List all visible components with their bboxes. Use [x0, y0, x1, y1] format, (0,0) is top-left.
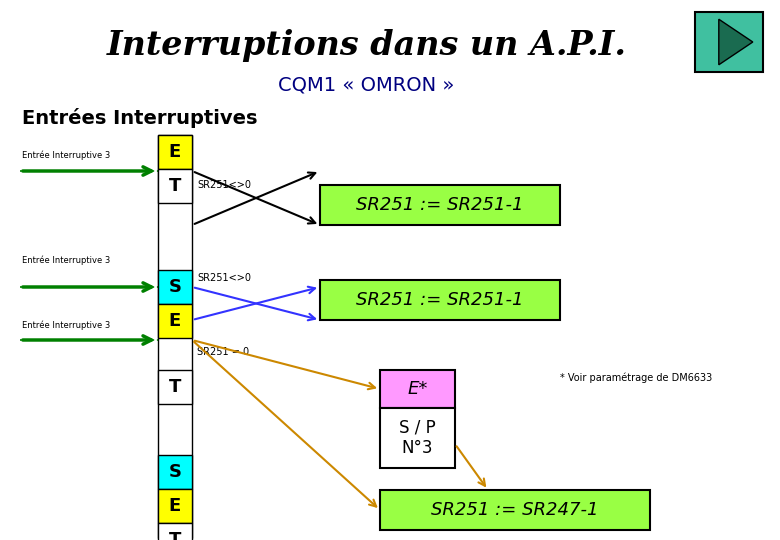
- Text: Entrée Interruptive 3: Entrée Interruptive 3: [22, 255, 110, 265]
- Text: S / P
N°3: S / P N°3: [399, 418, 436, 457]
- Bar: [158, 370, 192, 404]
- Bar: [158, 169, 192, 203]
- Text: CQM1 « OMRON »: CQM1 « OMRON »: [278, 76, 455, 94]
- Text: SR251 := SR251-1: SR251 := SR251-1: [356, 291, 523, 309]
- Text: SR251 = 0: SR251 = 0: [197, 347, 249, 357]
- Bar: [158, 270, 192, 304]
- Text: SR251<>0: SR251<>0: [197, 273, 251, 283]
- Text: T: T: [168, 531, 181, 540]
- Bar: [158, 304, 192, 338]
- Text: Entrée Interruptive 3: Entrée Interruptive 3: [22, 150, 110, 160]
- Bar: [158, 455, 192, 489]
- Bar: [158, 135, 192, 169]
- Text: T: T: [168, 177, 181, 195]
- Text: T: T: [168, 378, 181, 396]
- Text: E: E: [169, 143, 181, 161]
- Text: SR251 := SR251-1: SR251 := SR251-1: [356, 196, 523, 214]
- Text: E: E: [169, 497, 181, 515]
- Text: E: E: [169, 312, 181, 330]
- Text: E*: E*: [407, 380, 427, 398]
- Text: Entrée Interruptive 3: Entrée Interruptive 3: [22, 320, 110, 330]
- Bar: [158, 523, 192, 540]
- Polygon shape: [719, 19, 753, 65]
- Text: SR251<>0: SR251<>0: [197, 180, 251, 190]
- Bar: [158, 135, 192, 538]
- Text: Interruptions dans un A.P.I.: Interruptions dans un A.P.I.: [107, 29, 626, 62]
- Bar: [380, 490, 650, 530]
- FancyBboxPatch shape: [695, 12, 763, 72]
- Bar: [380, 370, 455, 408]
- Bar: [158, 489, 192, 523]
- Text: Entrées Interruptives: Entrées Interruptives: [22, 108, 257, 128]
- Bar: [320, 280, 560, 320]
- Text: S: S: [168, 278, 182, 296]
- Bar: [380, 408, 455, 468]
- Bar: [320, 185, 560, 225]
- Text: S: S: [168, 463, 182, 481]
- Text: * Voir paramétrage de DM6633: * Voir paramétrage de DM6633: [560, 373, 712, 383]
- Text: SR251 := SR247-1: SR251 := SR247-1: [431, 501, 599, 519]
